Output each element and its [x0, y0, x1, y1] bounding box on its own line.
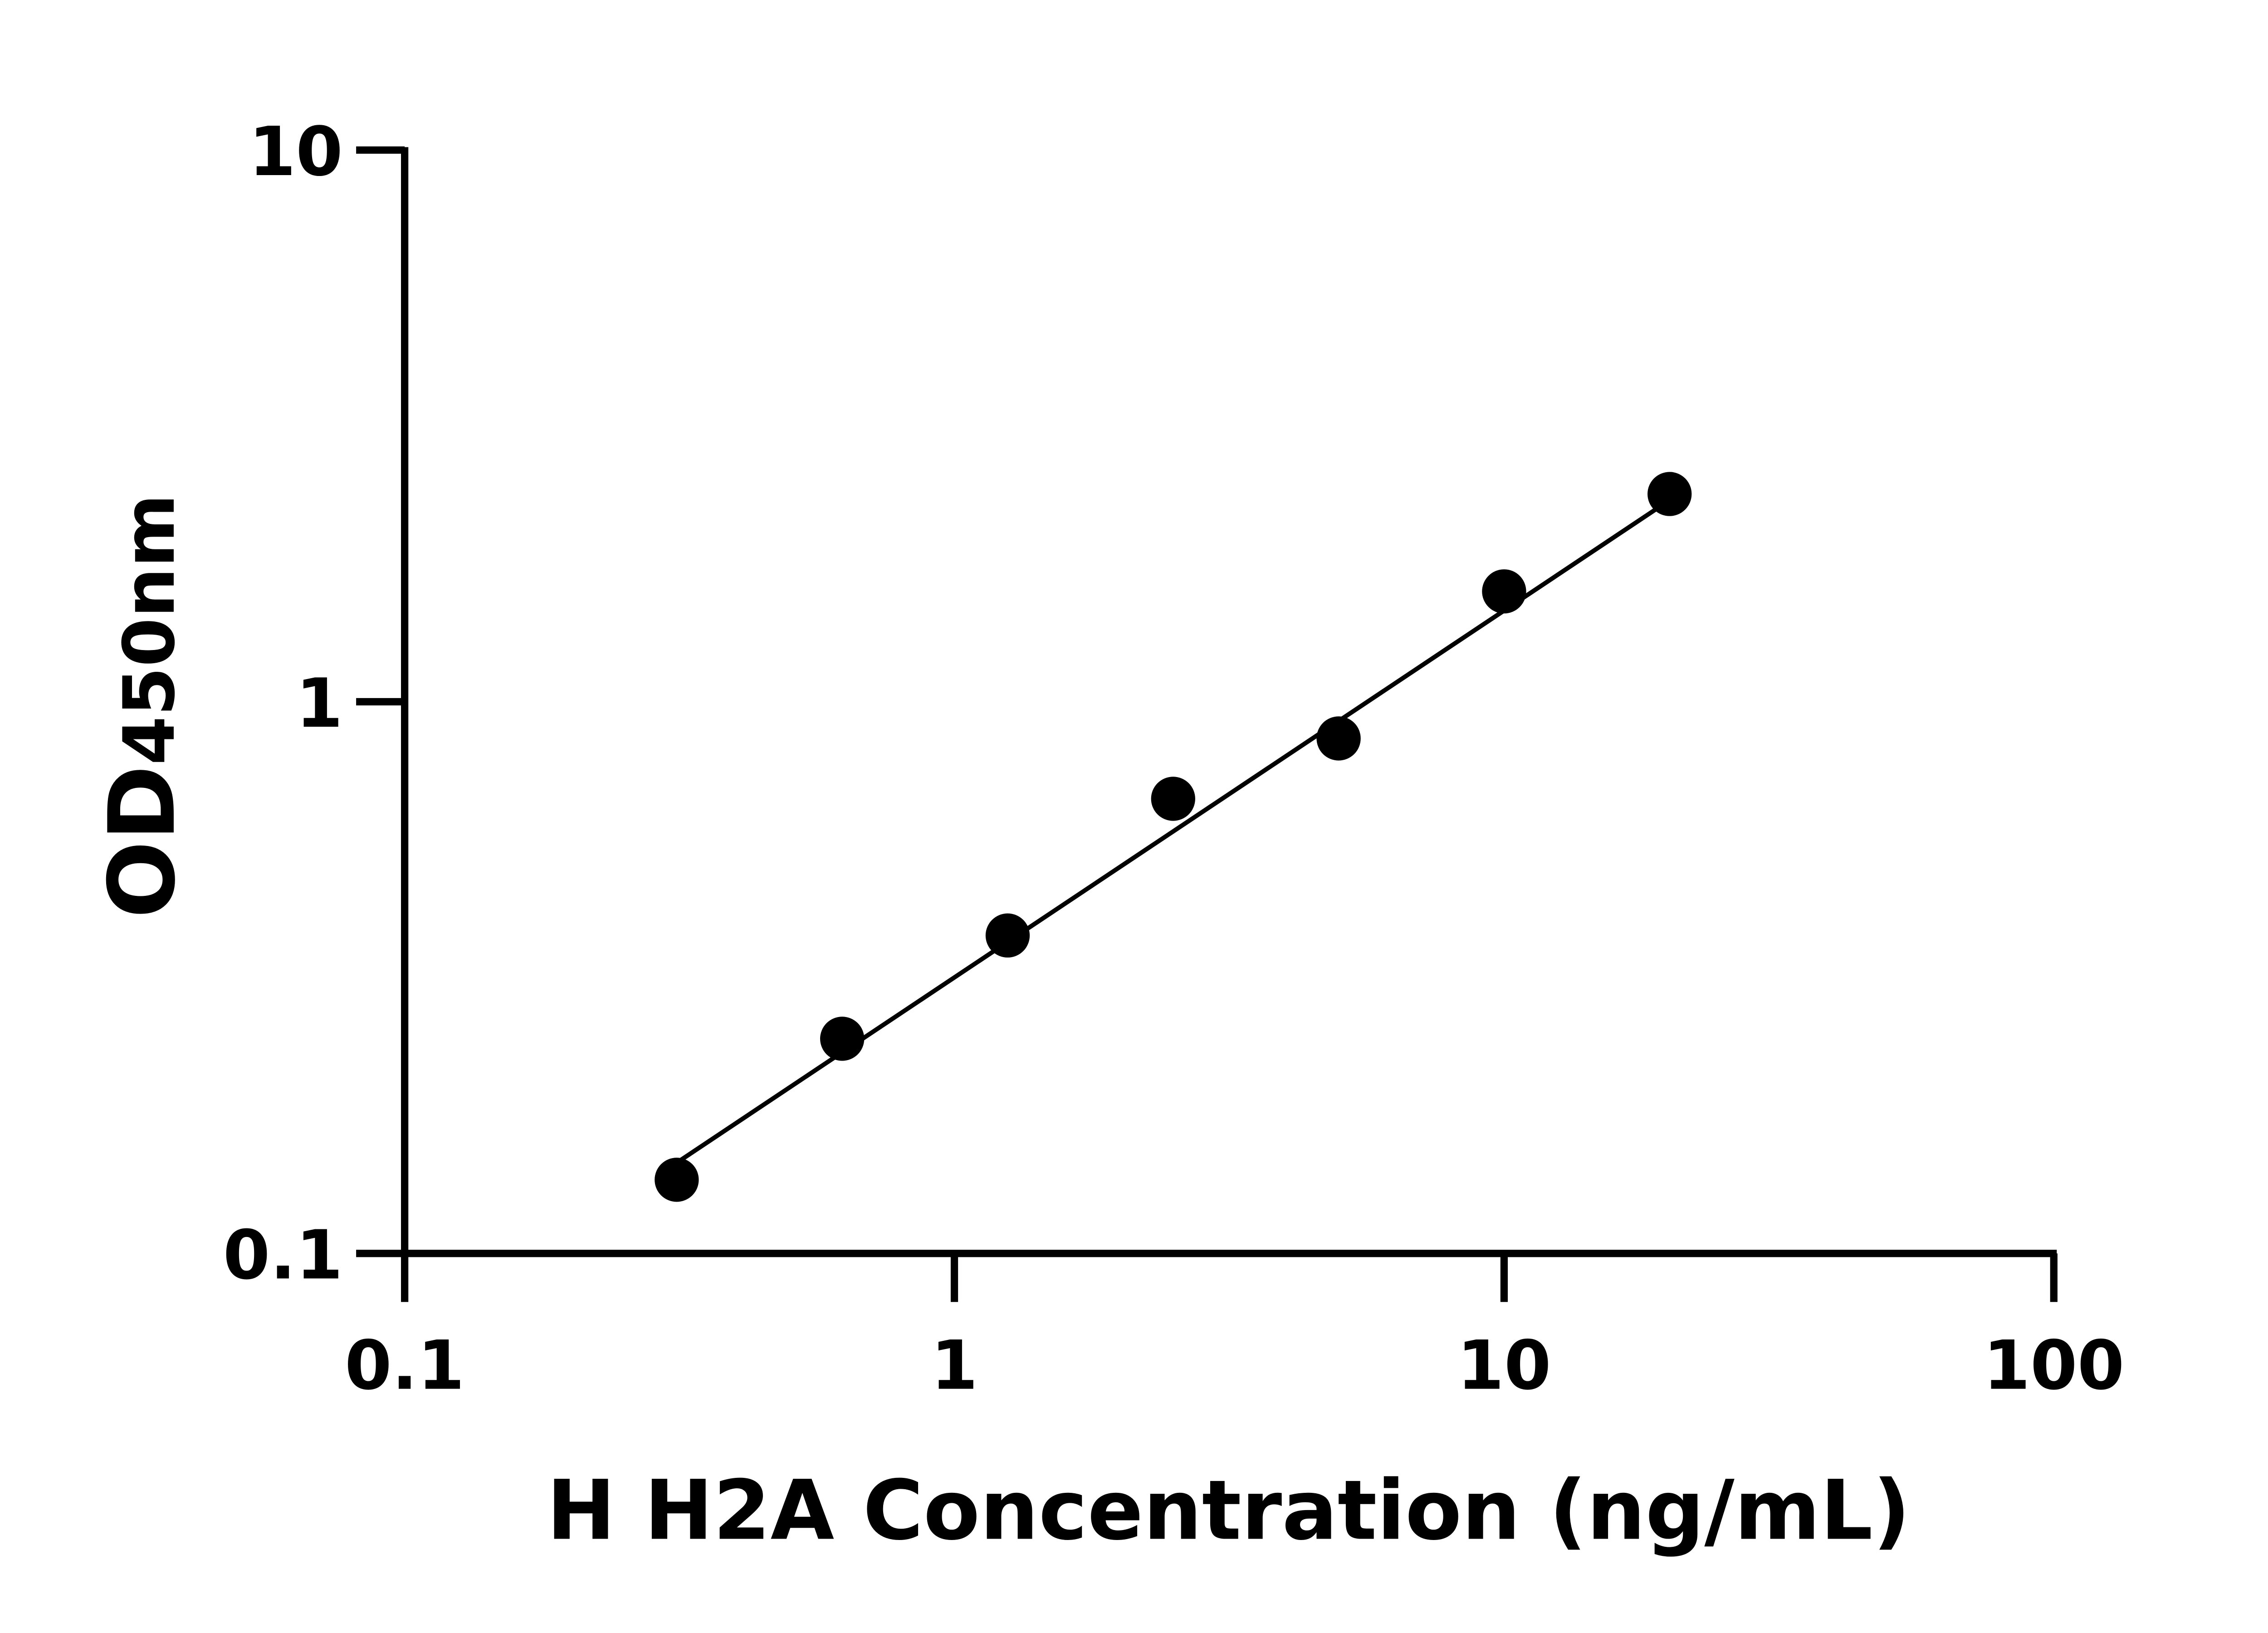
data-point	[820, 1017, 865, 1061]
x-tick-label: 0.1	[345, 1327, 464, 1405]
x-tick-label: 100	[1983, 1327, 2124, 1405]
axes	[356, 146, 2058, 1302]
y-tick-label: 1	[296, 665, 343, 743]
y-axis-label: OD450nm	[89, 494, 196, 919]
y-tick-label: 0.1	[223, 1216, 343, 1295]
data-point	[1151, 777, 1195, 821]
x-tick-label: 1	[931, 1327, 978, 1405]
data-point	[1316, 716, 1361, 761]
tick-labels: 0.1 1 10 100 0.1 1 10	[223, 113, 2125, 1405]
y-axis-label-sub: 450nm	[108, 494, 191, 765]
x-tick-label: 10	[1457, 1327, 1551, 1405]
data-point	[1647, 472, 1692, 516]
marks	[655, 472, 1692, 1202]
data-point	[655, 1158, 699, 1202]
x-axis-label: H H2A Concentration (ng/mL)	[547, 1462, 1911, 1558]
data-point	[985, 913, 1030, 958]
y-tick-label: 10	[249, 113, 343, 191]
y-axis-label-main: OD	[89, 765, 196, 919]
data-point	[1482, 569, 1526, 614]
